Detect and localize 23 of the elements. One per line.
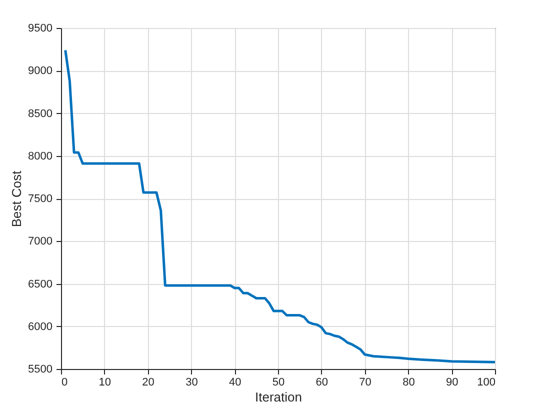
x-axis-title: Iteration [255, 390, 302, 404]
y-tick-label: 6500 [28, 278, 52, 290]
x-tick-label: 100 [477, 376, 496, 388]
x-tick-label: 20 [142, 376, 154, 388]
y-tick-label: 9500 [28, 22, 52, 34]
x-tick-label: 60 [316, 376, 328, 388]
x-tick-label: 50 [272, 376, 285, 388]
x-tick-label: 40 [228, 376, 242, 388]
x-tick-label: 10 [98, 376, 112, 388]
x-tick-label: 0 [62, 376, 68, 388]
x-tick-label: 80 [402, 376, 415, 388]
x-tick-label: 90 [446, 376, 458, 388]
y-tick-label: 7500 [28, 193, 52, 205]
y-tick-label: 5500 [28, 364, 52, 376]
line-series [64, 48, 495, 364]
y-tick-label: 9000 [28, 65, 52, 78]
x-tick-label: 30 [186, 376, 198, 388]
y-tick-label: 8500 [28, 108, 52, 120]
x-tick-label: 70 [359, 376, 372, 388]
y-tick-label: 6000 [28, 320, 52, 333]
y-axis-title: Best Cost [9, 170, 24, 228]
y-tick-label: 8000 [28, 150, 52, 162]
y-tick-label: 7000 [28, 236, 52, 248]
